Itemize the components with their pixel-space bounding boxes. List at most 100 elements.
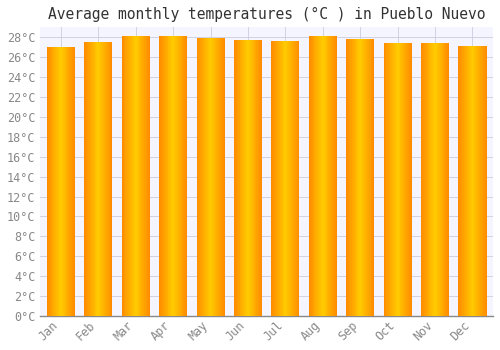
Bar: [321, 36, 322, 316]
Bar: [106, 42, 108, 316]
Bar: [178, 36, 180, 316]
Bar: [294, 41, 296, 316]
Bar: [72, 47, 73, 316]
Bar: [319, 36, 320, 316]
Bar: [336, 36, 337, 316]
Bar: [362, 39, 363, 316]
Bar: [280, 41, 281, 316]
Bar: [296, 41, 298, 316]
Bar: [288, 41, 289, 316]
Bar: [84, 42, 85, 316]
Bar: [347, 39, 348, 316]
Bar: [335, 36, 336, 316]
Bar: [434, 43, 435, 316]
Bar: [108, 42, 110, 316]
Bar: [365, 39, 366, 316]
Bar: [346, 39, 347, 316]
Bar: [244, 40, 245, 316]
Bar: [138, 36, 140, 316]
Bar: [128, 36, 129, 316]
Bar: [333, 36, 334, 316]
Bar: [293, 41, 294, 316]
Bar: [367, 39, 368, 316]
Bar: [85, 42, 86, 316]
Bar: [248, 40, 249, 316]
Bar: [360, 39, 361, 316]
Bar: [124, 36, 126, 316]
Bar: [435, 43, 436, 316]
Bar: [102, 42, 103, 316]
Bar: [215, 38, 216, 316]
Bar: [132, 36, 133, 316]
Bar: [210, 38, 212, 316]
Bar: [164, 36, 166, 316]
Bar: [390, 43, 391, 316]
Bar: [219, 38, 220, 316]
Bar: [47, 47, 48, 316]
Bar: [309, 36, 310, 316]
Bar: [422, 43, 423, 316]
Bar: [356, 39, 358, 316]
Bar: [180, 36, 182, 316]
Bar: [448, 43, 449, 316]
Bar: [393, 43, 394, 316]
Bar: [352, 39, 354, 316]
Bar: [94, 42, 96, 316]
Bar: [99, 42, 100, 316]
Bar: [312, 36, 314, 316]
Bar: [388, 43, 389, 316]
Bar: [105, 42, 106, 316]
Bar: [467, 46, 468, 316]
Bar: [348, 39, 349, 316]
Bar: [208, 38, 210, 316]
Bar: [468, 46, 469, 316]
Bar: [68, 47, 70, 316]
Bar: [110, 42, 112, 316]
Bar: [384, 43, 386, 316]
Bar: [252, 40, 254, 316]
Bar: [480, 46, 481, 316]
Bar: [424, 43, 425, 316]
Bar: [184, 36, 186, 316]
Bar: [74, 47, 75, 316]
Bar: [284, 41, 286, 316]
Bar: [466, 46, 467, 316]
Bar: [131, 36, 132, 316]
Bar: [476, 46, 477, 316]
Bar: [368, 39, 370, 316]
Bar: [100, 42, 101, 316]
Bar: [298, 41, 300, 316]
Bar: [58, 47, 59, 316]
Bar: [60, 47, 61, 316]
Bar: [392, 43, 393, 316]
Bar: [196, 38, 198, 316]
Bar: [222, 38, 224, 316]
Bar: [144, 36, 145, 316]
Bar: [372, 39, 374, 316]
Bar: [326, 36, 328, 316]
Bar: [175, 36, 176, 316]
Bar: [207, 38, 208, 316]
Bar: [439, 43, 440, 316]
Bar: [245, 40, 246, 316]
Bar: [400, 43, 402, 316]
Bar: [216, 38, 217, 316]
Bar: [464, 46, 465, 316]
Bar: [203, 38, 204, 316]
Bar: [57, 47, 58, 316]
Bar: [246, 40, 247, 316]
Bar: [236, 40, 238, 316]
Bar: [247, 40, 248, 316]
Bar: [474, 46, 476, 316]
Bar: [458, 46, 460, 316]
Bar: [405, 43, 406, 316]
Title: Average monthly temperatures (°C ) in Pueblo Nuevo: Average monthly temperatures (°C ) in Pu…: [48, 7, 486, 22]
Bar: [166, 36, 168, 316]
Bar: [289, 41, 290, 316]
Bar: [310, 36, 312, 316]
Bar: [148, 36, 149, 316]
Bar: [408, 43, 409, 316]
Bar: [317, 36, 318, 316]
Bar: [249, 40, 250, 316]
Bar: [259, 40, 260, 316]
